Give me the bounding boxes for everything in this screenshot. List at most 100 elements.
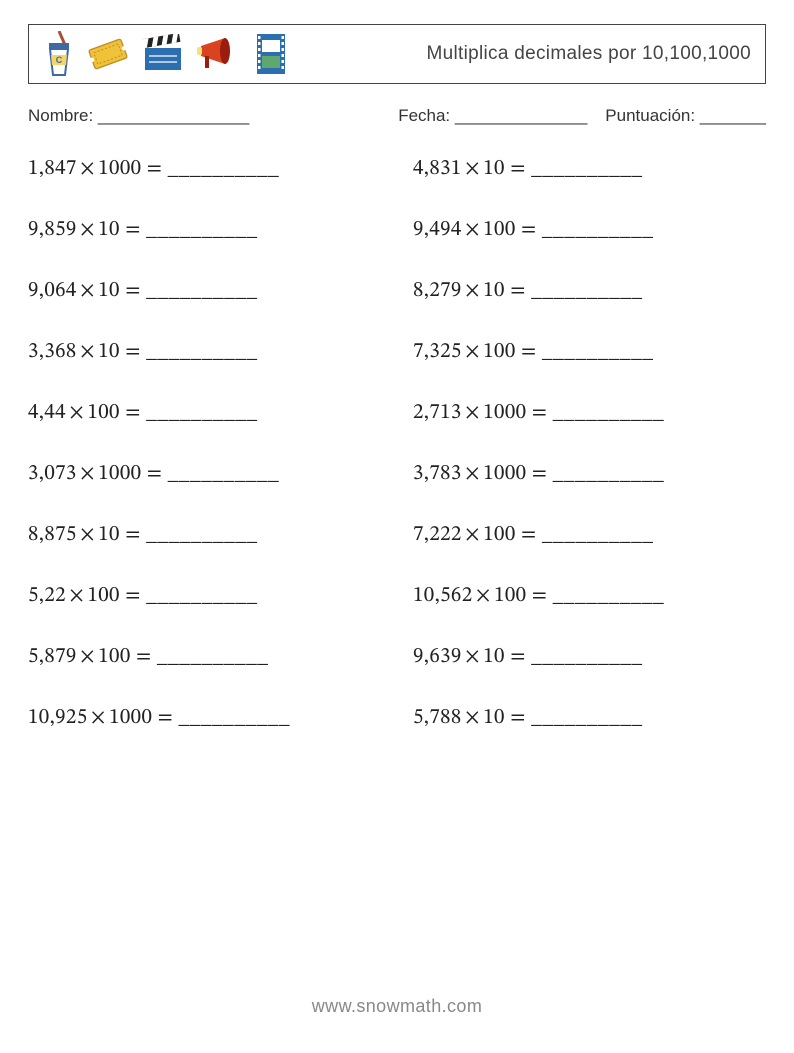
operator-times: × [66, 400, 88, 426]
answer-blank[interactable]: __________ [146, 280, 258, 301]
operand-a: 3,073 [28, 463, 77, 484]
operand-b: 10 [483, 280, 505, 301]
problem: 3,073 × 1000 = __________ [28, 461, 381, 487]
answer-blank[interactable]: __________ [168, 158, 280, 179]
date-blank[interactable]: ______________ [455, 106, 587, 125]
answer-blank[interactable]: __________ [542, 341, 654, 362]
problem: 5,788 × 10 = __________ [413, 705, 766, 731]
answer-blank[interactable]: __________ [553, 463, 665, 484]
problem: 4,831 × 10 = __________ [413, 156, 766, 182]
problem: 1,847 × 1000 = __________ [28, 156, 381, 182]
operator-times: × [462, 644, 484, 670]
problem: 8,279 × 10 = __________ [413, 278, 766, 304]
operator-times: × [66, 583, 88, 609]
name-blank[interactable]: ________________ [98, 106, 249, 125]
answer-blank[interactable]: __________ [553, 585, 665, 606]
operand-a: 5,788 [413, 707, 462, 728]
operator-times: × [88, 705, 110, 731]
answer-blank[interactable]: __________ [542, 219, 654, 240]
operand-b: 100 [483, 219, 515, 240]
operand-a: 7,325 [413, 341, 462, 362]
score-label: Puntuación: [605, 106, 695, 125]
problem: 5,22 × 100 = __________ [28, 583, 381, 609]
answer-blank[interactable]: __________ [542, 524, 654, 545]
equals-sign: = [120, 280, 146, 301]
answer-blank[interactable]: __________ [146, 402, 258, 423]
operand-b: 100 [494, 585, 526, 606]
worksheet-header: C [28, 24, 766, 84]
answer-blank[interactable]: __________ [146, 219, 258, 240]
operand-a: 9,639 [413, 646, 462, 667]
operand-a: 1,847 [28, 158, 77, 179]
operand-b: 1000 [483, 463, 526, 484]
problem: 10,925 × 1000 = __________ [28, 705, 381, 731]
equals-sign: = [505, 280, 531, 301]
equals-sign: = [120, 219, 146, 240]
operand-a: 10,925 [28, 707, 88, 728]
operand-b: 1000 [98, 463, 141, 484]
operand-a: 9,859 [28, 219, 77, 240]
operand-b: 10 [483, 646, 505, 667]
worksheet-title: Multiplica decimales por 10,100,1000 [427, 43, 752, 65]
operand-a: 3,368 [28, 341, 77, 362]
operator-times: × [462, 522, 484, 548]
operand-a: 5,22 [28, 585, 66, 606]
operator-times: × [77, 278, 99, 304]
operand-b: 100 [87, 585, 119, 606]
equals-sign: = [526, 402, 552, 423]
operand-b: 10 [483, 707, 505, 728]
operand-b: 10 [98, 280, 120, 301]
problem: 9,494 × 100 = __________ [413, 217, 766, 243]
answer-blank[interactable]: __________ [531, 280, 643, 301]
date-label: Fecha: [398, 106, 450, 125]
operator-times: × [77, 339, 99, 365]
operator-times: × [462, 217, 484, 243]
operand-a: 8,279 [413, 280, 462, 301]
answer-blank[interactable]: __________ [168, 463, 280, 484]
answer-blank[interactable]: __________ [146, 524, 258, 545]
name-field: Nombre: ________________ [28, 106, 249, 126]
problem: 8,875 × 10 = __________ [28, 522, 381, 548]
answer-blank[interactable]: __________ [178, 707, 290, 728]
answer-blank[interactable]: __________ [531, 707, 643, 728]
problems-grid: 1,847 × 1000 = __________4,831 × 10 = __… [28, 156, 766, 731]
operand-b: 100 [98, 646, 130, 667]
operator-times: × [462, 339, 484, 365]
film-reel-icon [251, 32, 291, 76]
equals-sign: = [505, 158, 531, 179]
score-blank[interactable]: _______ [700, 106, 766, 125]
operand-a: 3,783 [413, 463, 462, 484]
operand-b: 100 [483, 524, 515, 545]
problem: 3,368 × 10 = __________ [28, 339, 381, 365]
problem: 7,325 × 100 = __________ [413, 339, 766, 365]
answer-blank[interactable]: __________ [157, 646, 269, 667]
name-label: Nombre: [28, 106, 93, 125]
equals-sign: = [526, 585, 552, 606]
problem: 3,783 × 1000 = __________ [413, 461, 766, 487]
operand-a: 8,875 [28, 524, 77, 545]
answer-blank[interactable]: __________ [553, 402, 665, 423]
meta-row: Nombre: ________________ Fecha: ________… [28, 106, 766, 126]
equals-sign: = [120, 585, 146, 606]
operand-b: 10 [483, 158, 505, 179]
answer-blank[interactable]: __________ [146, 585, 258, 606]
footer-link[interactable]: www.snowmath.com [0, 996, 794, 1017]
answer-blank[interactable]: __________ [531, 158, 643, 179]
problem: 7,222 × 100 = __________ [413, 522, 766, 548]
equals-sign: = [120, 341, 146, 362]
operand-a: 2,713 [413, 402, 462, 423]
answer-blank[interactable]: __________ [146, 341, 258, 362]
operator-times: × [77, 644, 99, 670]
operator-times: × [77, 461, 99, 487]
equals-sign: = [131, 646, 157, 667]
megaphone-icon [195, 34, 241, 74]
operator-times: × [77, 522, 99, 548]
answer-blank[interactable]: __________ [531, 646, 643, 667]
header-icon-row: C [43, 31, 291, 77]
date-field: Fecha: ______________ [398, 106, 587, 126]
svg-text:C: C [56, 55, 63, 65]
operand-b: 100 [87, 402, 119, 423]
operator-times: × [462, 156, 484, 182]
equals-sign: = [152, 707, 178, 728]
operand-b: 1000 [109, 707, 152, 728]
